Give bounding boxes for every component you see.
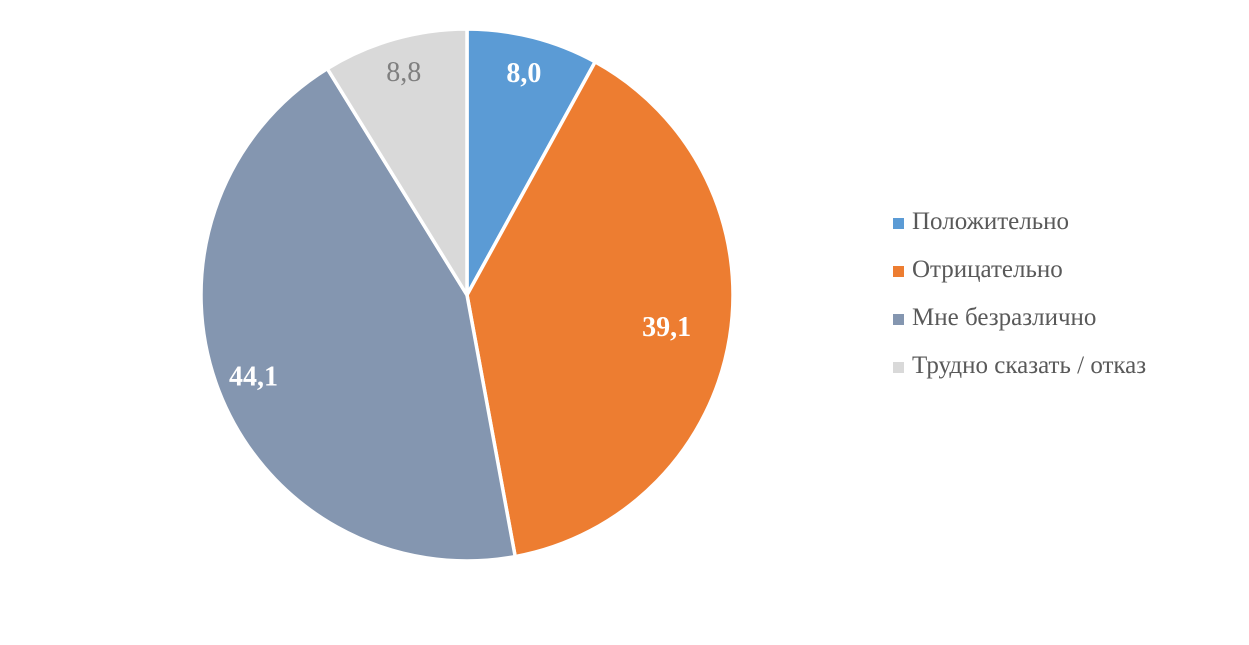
pie-slice-1 [465,60,735,559]
legend-item: Мне безразлично [893,295,1146,343]
legend-item: Трудно сказать / отказ [893,343,1146,391]
legend: Положительно Отрицательно Мне безразличн… [893,199,1146,391]
legend-item: Отрицательно [893,247,1146,295]
legend-swatch [893,265,904,277]
pie-slice-0 [465,27,597,297]
pie-slice-2 [199,66,517,563]
pie-slice-3 [325,27,469,297]
slice-value-label-1: 39,1 [642,312,691,343]
legend-swatch [893,217,904,229]
pie-chart: 8,0 39,1 44,1 8,8 [199,27,735,563]
slice-value-label-2: 44,1 [229,362,278,393]
legend-item: Положительно [893,199,1146,247]
legend-swatch [893,361,904,373]
pie-plot-area: 8,0 39,1 44,1 8,8 [197,25,737,565]
slice-value-label-3: 8,8 [386,57,421,88]
legend-label: Отрицательно [912,256,1063,283]
legend-label: Трудно сказать / отказ [912,352,1147,379]
slice-value-label-0: 8,0 [506,58,541,89]
legend-swatch [893,313,904,325]
legend-label: Положительно [912,208,1070,235]
legend-label: Мне безразлично [912,304,1097,331]
